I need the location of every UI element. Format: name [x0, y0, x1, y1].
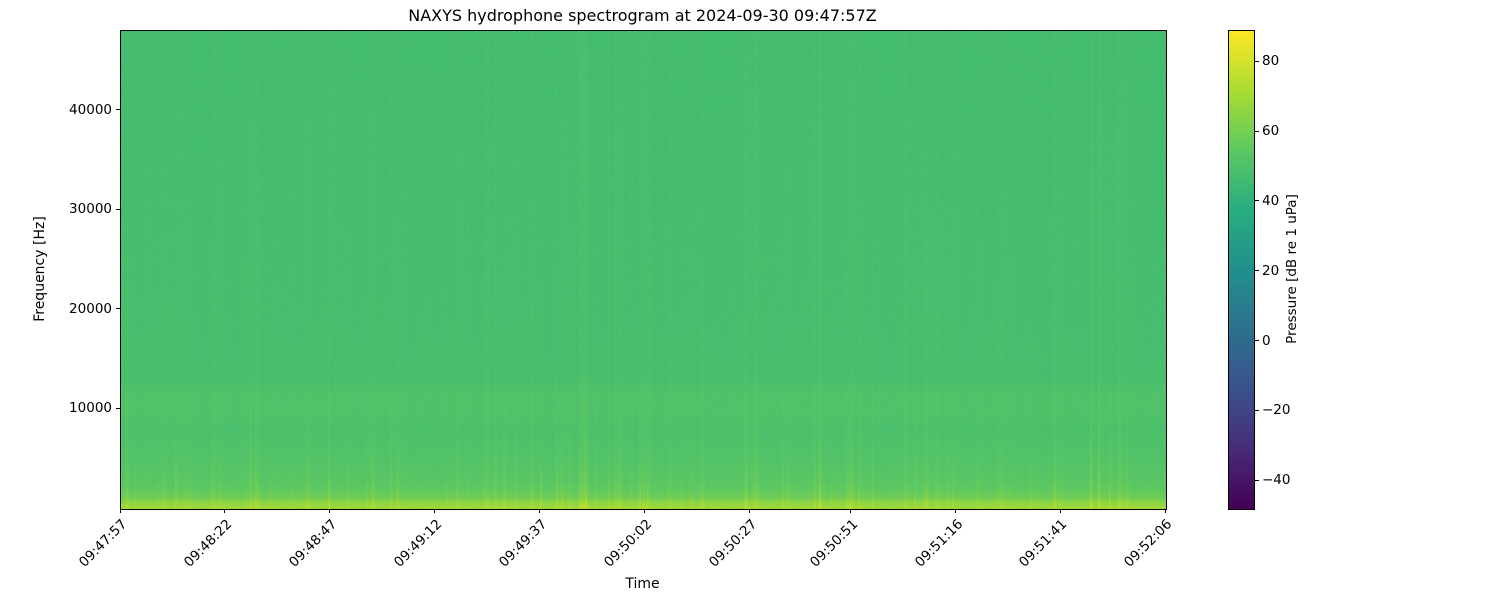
x-tick-mark: [1059, 509, 1061, 513]
colorbar-tick-mark: [1255, 409, 1259, 411]
x-tick-mark: [644, 509, 646, 513]
colorbar-tick-label: 80: [1262, 53, 1280, 70]
colorbar-label: Pressure [dB re 1 uPa]: [1284, 194, 1300, 344]
y-tick-mark: [116, 407, 120, 409]
y-axis-label: Frequency [Hz]: [32, 216, 48, 322]
colorbar-tick-label: 40: [1262, 192, 1280, 209]
plot-area: [120, 30, 1167, 510]
spectrogram-image: [121, 31, 1166, 509]
x-tick-mark: [329, 509, 331, 513]
colorbar-gradient: [1229, 31, 1254, 509]
y-tick-label: 10000: [69, 400, 112, 417]
x-tick-mark: [849, 509, 851, 513]
colorbar-tick-label: −40: [1262, 472, 1291, 489]
colorbar-tick-mark: [1255, 200, 1259, 202]
x-axis-label: Time: [625, 576, 660, 592]
colorbar: [1228, 30, 1255, 510]
colorbar-tick-label: 0: [1262, 332, 1271, 349]
y-tick-mark: [116, 109, 120, 111]
colorbar-tick-label: 20: [1262, 262, 1280, 279]
y-tick-label: 30000: [69, 201, 112, 218]
colorbar-tick-label: 60: [1262, 123, 1280, 140]
chart-title: NAXYS hydrophone spectrogram at 2024-09-…: [408, 6, 877, 25]
x-tick-mark: [224, 509, 226, 513]
x-tick-mark: [434, 509, 436, 513]
colorbar-tick-mark: [1255, 130, 1259, 132]
colorbar-tick-mark: [1255, 340, 1259, 342]
x-tick-mark: [954, 509, 956, 513]
colorbar-tick-mark: [1255, 60, 1259, 62]
x-tick-mark: [539, 509, 541, 513]
y-tick-mark: [116, 308, 120, 310]
x-tick-mark: [749, 509, 751, 513]
y-tick-label: 20000: [69, 300, 112, 317]
colorbar-tick-mark: [1255, 270, 1259, 272]
x-tick-mark: [119, 509, 121, 513]
y-tick-mark: [116, 208, 120, 210]
y-tick-label: 40000: [69, 101, 112, 118]
x-tick-mark: [1164, 509, 1166, 513]
colorbar-tick-mark: [1255, 479, 1259, 481]
colorbar-tick-label: −20: [1262, 402, 1291, 419]
